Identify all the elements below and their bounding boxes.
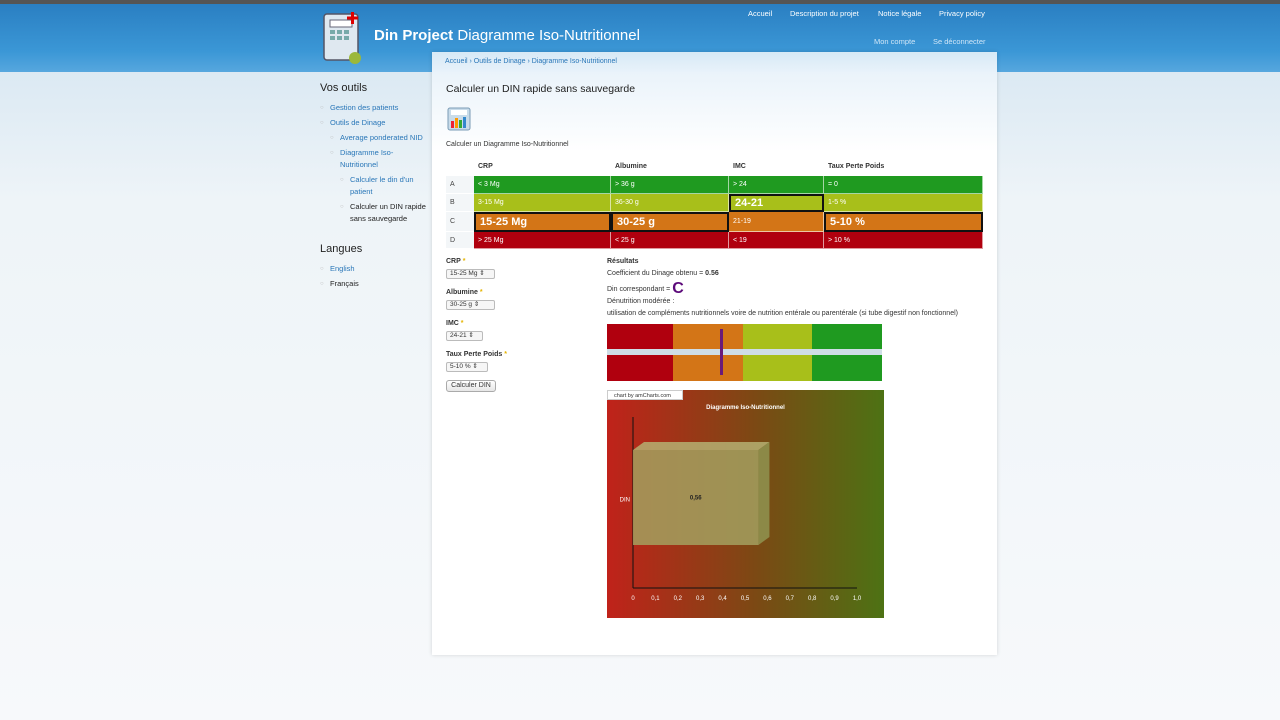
table-cell: 1-5 %	[824, 194, 983, 212]
nav-description[interactable]: Description du projet	[790, 9, 859, 18]
lang-english[interactable]: English	[320, 263, 430, 275]
chart-credit[interactable]: chart by amCharts.com	[607, 390, 683, 400]
bar-side	[758, 442, 770, 545]
x-tick-label: 0,3	[696, 596, 705, 602]
sidebar-item-dinage[interactable]: Outils de Dinage	[320, 117, 430, 129]
taux-label: Taux Perte Poids *	[446, 351, 507, 358]
page-subtitle: Calculer un Diagramme Iso-Nutritionnel	[446, 141, 569, 148]
x-tick-label: 1,0	[853, 596, 862, 602]
table-cell: 30-25 g	[611, 212, 729, 232]
table-cell: = 0	[824, 176, 983, 194]
row-label: A	[446, 176, 474, 194]
table-cell: > 25 Mg	[474, 232, 611, 249]
table-cell: 21-19	[729, 212, 824, 232]
tools-title: Vos outils	[320, 82, 368, 94]
status-text: Dénutrition modérée :	[607, 298, 675, 305]
advice-text: utilisation de compléments nutritionnels…	[607, 310, 958, 317]
table-cell: < 25 g	[611, 232, 729, 249]
crp-select[interactable]: 15-25 Mg ⇕	[446, 269, 495, 279]
row-label: D	[446, 232, 474, 249]
table-cell: 5-10 %	[824, 212, 983, 232]
page-title: Calculer un DIN rapide sans sauvegarde	[446, 83, 636, 95]
sidebar-item-patients[interactable]: Gestion des patients	[320, 102, 430, 114]
din-result: Din correspondant = C	[607, 280, 684, 297]
x-tick-label: 0	[631, 596, 635, 602]
x-tick-label: 0,4	[718, 596, 727, 602]
sidebar-item-calc-patient[interactable]: Calculer le din d'un patient	[340, 174, 430, 198]
din-logo-icon	[323, 12, 361, 64]
content-band	[432, 72, 997, 152]
row-label: B	[446, 194, 474, 212]
col-header-crp: CRP	[478, 163, 493, 170]
nav-privacy[interactable]: Privacy policy	[939, 9, 985, 18]
col-header-imc: IMC	[733, 163, 746, 170]
albumine-select[interactable]: 30-25 g ⇕	[446, 300, 495, 310]
chart-title: Diagramme Iso-Nutritionnel	[706, 405, 785, 411]
table-cell: < 19	[729, 232, 824, 249]
bar-top	[633, 442, 770, 450]
bar-value-label: 0,56	[690, 496, 702, 502]
table-cell: < 3 Mg	[474, 176, 611, 194]
coefficient-text: Coefficient du Dinage obtenu = 0.56	[607, 270, 719, 277]
x-tick-label: 0,6	[763, 596, 772, 602]
table-cell: 15-25 Mg	[474, 212, 611, 232]
table-cell: 24-21	[729, 194, 824, 212]
din-gauge	[607, 324, 882, 381]
albumine-label: Albumine *	[446, 289, 483, 296]
row-label: C	[446, 212, 474, 232]
window-top-bar	[0, 0, 1280, 4]
site-name: Din Project	[374, 27, 454, 44]
my-account-link[interactable]: Mon compte	[874, 37, 916, 46]
languages-title: Langues	[320, 243, 363, 255]
sidebar-item-average[interactable]: Average ponderated NID	[330, 132, 430, 144]
site-subtitle: Diagramme Iso-Nutritionnel	[457, 27, 640, 44]
table-cell: 3-15 Mg	[474, 194, 611, 212]
lang-francais[interactable]: Français	[320, 278, 430, 290]
x-tick-label: 0,5	[741, 596, 750, 602]
table-cell: > 10 %	[824, 232, 983, 249]
x-tick-label: 0,7	[786, 596, 795, 602]
logout-link[interactable]: Se déconnecter	[933, 37, 986, 46]
sidebar-item-diagramme[interactable]: Diagramme Iso-Nutritionnel	[330, 147, 430, 171]
gauge-marker	[719, 329, 723, 375]
x-tick-label: 0,8	[808, 596, 817, 602]
nav-notice[interactable]: Notice légale	[878, 9, 922, 18]
bar-din	[633, 450, 759, 545]
table-cell: > 24	[729, 176, 824, 194]
col-header-taux: Taux Perte Poids	[828, 163, 885, 170]
sidebar-item-calc-rapide[interactable]: Calculer un DIN rapide sans sauvegarde	[340, 201, 430, 225]
x-tick-label: 0,2	[674, 596, 683, 602]
breadcrumb[interactable]: Accueil › Outils de Dinage › Diagramme I…	[432, 52, 997, 72]
sidebar: Vos outils Gestion des patients Outils d…	[320, 82, 430, 293]
imc-label: IMC *	[446, 320, 464, 327]
col-header-albumine: Albumine	[615, 163, 647, 170]
imc-select[interactable]: 24-21 ⇕	[446, 331, 483, 341]
calculate-din-button[interactable]: Calculer DIN	[446, 380, 496, 392]
results-title: Résultats	[607, 258, 639, 265]
diagram-icon	[447, 107, 471, 131]
site-title[interactable]: Din Project Diagramme Iso-Nutritionnel	[374, 27, 640, 44]
taux-select[interactable]: 5-10 % ⇕	[446, 362, 488, 372]
x-tick-label: 0,1	[651, 596, 660, 602]
table-cell: 36-30 g	[611, 194, 729, 212]
chart-plot: 0 0,1 0,2 0,3 0,4 0,5 0,6 0,7 0,8 0,9 1,0 0,56 DIN	[620, 417, 862, 602]
iso-chart: chart by amCharts.com Diagramme Iso-Nutr…	[607, 390, 884, 618]
nav-accueil[interactable]: Accueil	[748, 9, 773, 18]
crp-label: CRP *	[446, 258, 466, 265]
x-tick-label: 0,9	[830, 596, 839, 602]
table-cell: > 36 g	[611, 176, 729, 194]
y-category-label: DIN	[620, 498, 630, 504]
